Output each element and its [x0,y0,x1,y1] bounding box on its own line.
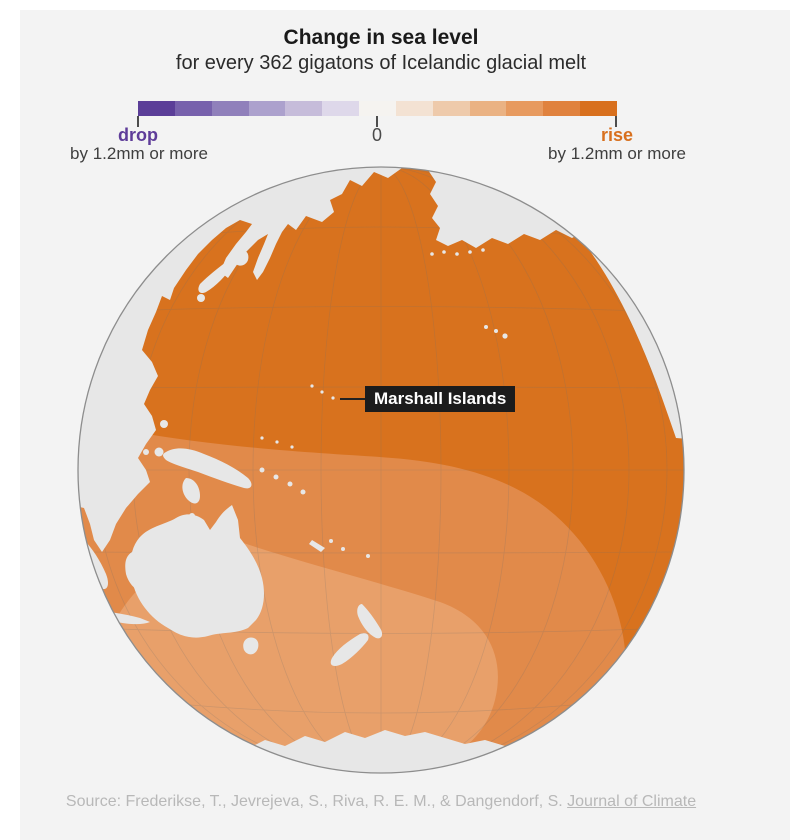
source-text: Source: Frederikse, T., Jevrejeva, S., R… [65,793,568,810]
scale-segment [580,101,617,116]
source-link[interactable]: Journal of Climate [567,793,697,810]
scale-tick-center [376,116,378,127]
scale-segment [285,101,323,116]
source-note: Source: Frederikse, T., Jevrejeva, S., R… [61,791,701,812]
legend-rise-sublabel: by 1.2mm or more [548,144,686,163]
land-new-zealand [357,604,383,639]
chart-subtitle: for every 362 gigatons of Icelandic glac… [175,52,587,74]
land-marshall-islands [310,384,335,400]
legend-drop-label: drop [118,125,158,145]
scale-segment [359,101,396,116]
scale-tick-right [615,116,617,127]
scale-segment [322,101,360,116]
land-tasmania [243,637,259,655]
scale-segment [395,101,433,116]
land-philippines [182,478,200,504]
scale-segment [248,101,286,116]
chart-title: Change in sea level [283,26,479,49]
scale-segment [138,101,175,116]
scale-segment [211,101,249,116]
scale-segment [174,101,212,116]
land-new-zealand [330,633,369,666]
scale-segment [506,101,544,116]
land-antarctica [140,728,620,773]
land-australia [130,505,264,638]
land-japan [198,261,233,294]
callout-marshall-islands: Marshall Islands [365,386,516,412]
land-new-guinea [163,448,252,489]
scale-segment [469,101,507,116]
land-alaska [428,167,684,250]
scale-segment [543,101,581,116]
legend-rise-label: rise [600,125,634,145]
land-japan [233,250,249,266]
legend-drop-sublabel: by 1.2mm or more [70,144,208,163]
scale-tick-left [137,116,139,127]
globe-rim [77,166,685,774]
callout-pointer-line [340,398,366,400]
scale-segment [432,101,470,116]
color-scale-bar [138,101,617,116]
legend-zero-label: 0 [371,125,383,145]
